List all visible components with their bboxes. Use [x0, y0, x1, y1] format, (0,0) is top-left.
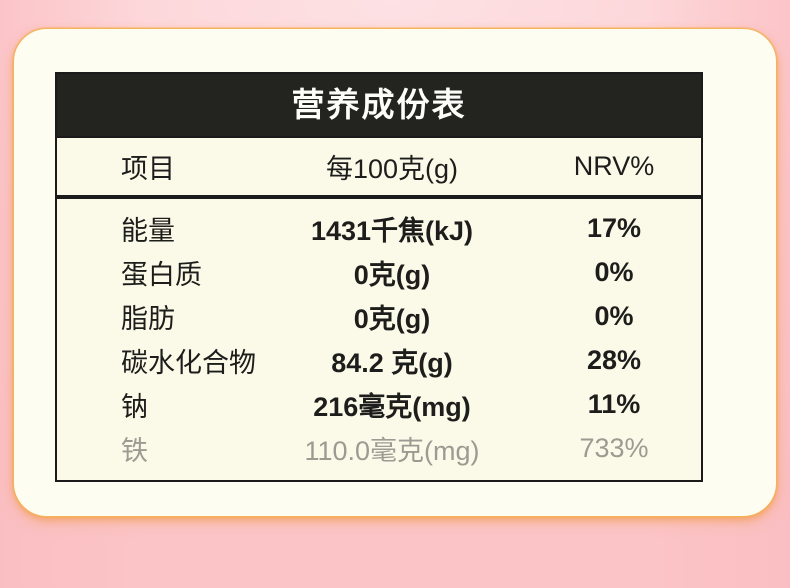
- header-cell-value: 每100克(g): [325, 154, 459, 184]
- cell-nrv: 28%: [586, 344, 642, 375]
- cell-value: 110.0毫克(mg): [304, 435, 480, 466]
- table-row: 蛋白质 0克(g) 0%: [57, 250, 701, 294]
- table-row: 碳水化合物 84.2 克(g) 28%: [57, 338, 701, 382]
- table-row: 脂肪 0克(g) 0%: [57, 294, 701, 338]
- table-header-row: 项目 每100克(g) NRV%: [57, 138, 701, 199]
- cell-value: 216毫克(mg): [313, 391, 471, 422]
- table-body: 能量 1431千焦(kJ) 17% 蛋白质 0克(g) 0% 脂肪 0克(g) 0% 碳水化合物 8…: [57, 199, 701, 480]
- cell-item: 能量: [121, 215, 175, 246]
- cell-nrv: 11%: [587, 388, 641, 419]
- nutrition-facts-table: 营养成份表 项目 每100克(g) NRV% 能量 1431千焦(kJ) 17% 蛋白…: [55, 72, 703, 482]
- cell-item: 铁: [121, 435, 148, 466]
- cell-value: 84.2 克(g): [331, 347, 453, 378]
- cell-value: 1431千焦(kJ): [310, 215, 474, 246]
- cell-item: 钠: [121, 391, 148, 422]
- header-cell-item: 项目: [121, 154, 175, 184]
- header-cell-nrv: NRV%: [573, 151, 655, 181]
- table-row: 能量 1431千焦(kJ) 17%: [57, 206, 701, 250]
- table-row: 铁 110.0毫克(mg) 733%: [57, 426, 701, 470]
- cell-nrv: 17%: [586, 212, 642, 243]
- cell-nrv: 0%: [594, 256, 634, 287]
- cell-item: 碳水化合物: [121, 347, 256, 378]
- table-title: 营养成份表: [57, 74, 701, 138]
- cell-item: 脂肪: [121, 303, 175, 334]
- cell-item: 蛋白质: [121, 259, 202, 290]
- cell-value: 0克(g): [353, 259, 431, 290]
- cell-nrv: 0%: [594, 300, 634, 331]
- cell-nrv: 733%: [579, 432, 649, 463]
- table-row: 钠 216毫克(mg) 11%: [57, 382, 701, 426]
- cell-value: 0克(g): [353, 303, 431, 334]
